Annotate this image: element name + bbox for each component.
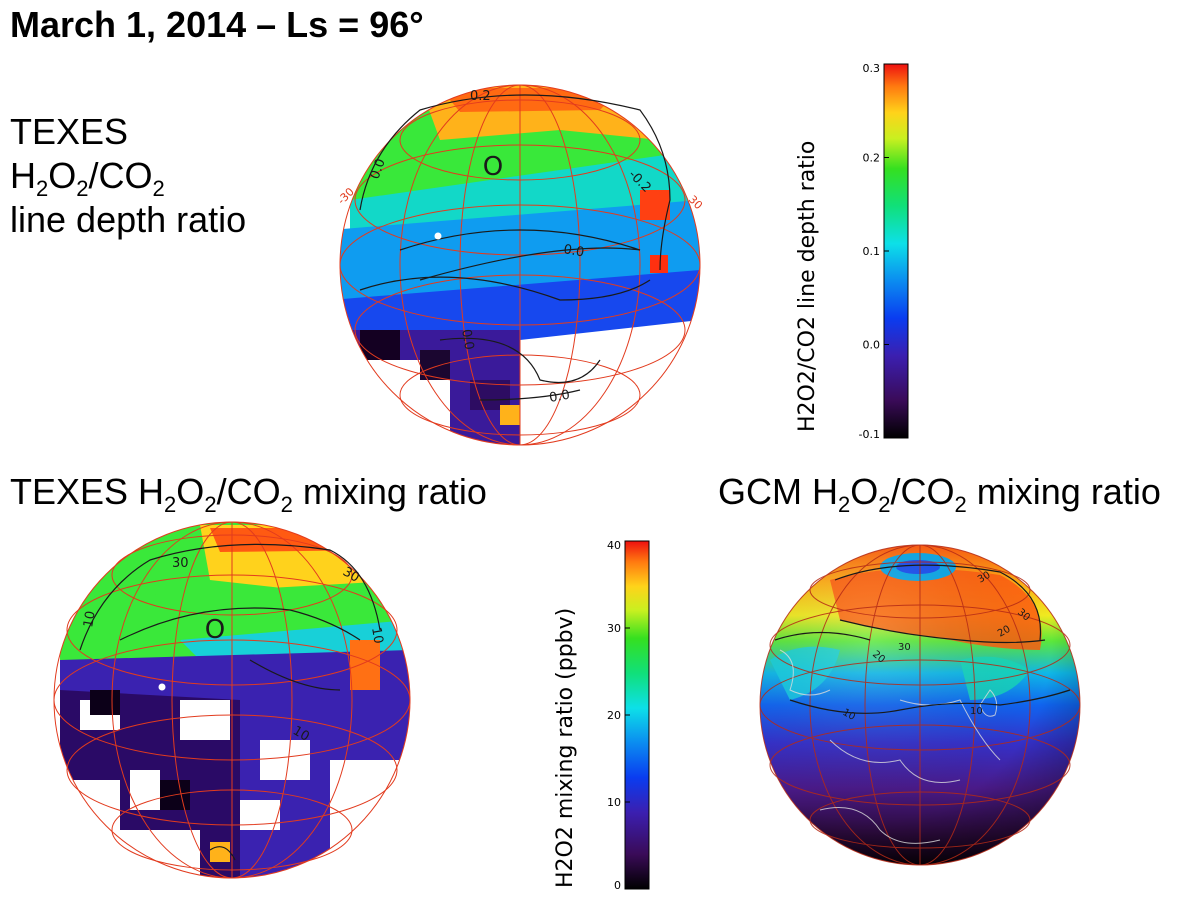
bottom-colorbar-ticks: 40 30 20 10 0 xyxy=(607,539,630,892)
bottom-colorbar-tick-label: 40 xyxy=(607,539,621,552)
top-globe: O 0.2 0.0 -0.2 0.0 0.0 0.0 -30 30 xyxy=(335,84,705,446)
bottom-colorbar-tick-label: 10 xyxy=(607,796,621,809)
label-line-depth-ratio: line depth ratio xyxy=(10,199,247,240)
label-line-texes: TEXES xyxy=(10,111,129,152)
bl-white-dot xyxy=(158,683,166,691)
bl-contour-label: 10 xyxy=(290,723,312,744)
top-globe-pixels xyxy=(340,85,700,445)
bl-contour-label: 30 xyxy=(340,564,362,585)
br-globe-grid xyxy=(759,544,1081,866)
top-contour-label: 0.0 xyxy=(562,242,585,260)
bottom-right-globe: 30 30 20 30 20 10 10 xyxy=(759,544,1081,866)
bl-contour-label: 10 xyxy=(368,626,386,645)
top-contour-label: 0.0 xyxy=(368,157,389,182)
br-contour-label: 30 xyxy=(898,642,911,653)
top-globe-grid xyxy=(339,84,701,446)
bottom-right-label: GCM H2O2/CO2 mixing ratio xyxy=(718,471,1161,517)
top-marker-label: O xyxy=(483,152,503,182)
bl-marker-label: O xyxy=(205,615,225,645)
bl-globe-contours xyxy=(79,543,381,861)
top-white-dot xyxy=(434,232,442,240)
bottom-left-globe: O 30 30 10 10 10 xyxy=(53,521,411,879)
bottom-colorbar-tick-label: 0 xyxy=(614,879,621,892)
top-colorbar-tick-label: 0.1 xyxy=(863,245,881,258)
top-colorbar-tick-label: 0.2 xyxy=(863,152,881,165)
top-colorbar-tick-label: -0.1 xyxy=(859,428,880,441)
br-globe-topography xyxy=(779,649,1001,844)
br-contour-label: 10 xyxy=(970,706,983,717)
bl-contour-label: 10 xyxy=(81,610,99,629)
bottom-colorbar: 40 30 20 10 0 xyxy=(607,539,650,892)
bottom-colorbar-tick-label: 20 xyxy=(607,709,621,722)
top-left-label: TEXES H2O2/CO2 line depth ratio xyxy=(10,110,246,242)
top-contour-label: 0.0 xyxy=(548,388,571,406)
page-title: March 1, 2014 – Ls = 96° xyxy=(10,4,424,45)
bl-contour-label: 30 xyxy=(172,556,189,571)
bl-contour-labels: 30 30 10 10 10 xyxy=(81,556,386,745)
top-contour-label: 0.2 xyxy=(470,89,491,104)
top-contour-label: 0.0 xyxy=(458,328,476,351)
label-line-formula: H2O2/CO2 xyxy=(10,155,165,201)
top-colorbar-tick-label: 0.3 xyxy=(863,62,881,75)
bottom-colorbar-tick-label: 30 xyxy=(607,622,621,635)
top-colorbar-ticks: 0.3 0.2 0.1 0.0 -0.1 xyxy=(859,62,889,441)
bl-globe-grid xyxy=(53,521,411,879)
br-globe-contours xyxy=(774,564,1071,714)
bottom-left-label: TEXES H2O2/CO2 mixing ratio xyxy=(10,471,487,517)
top-colorbar-tick-label: 0.0 xyxy=(863,339,881,352)
top-colorbar-label: H2O2/CO2 line depth ratio xyxy=(795,140,820,432)
bottom-colorbar-label: H2O2 mixing ratio (ppbv) xyxy=(553,607,578,888)
top-colorbar: 0.3 0.2 0.1 0.0 -0.1 xyxy=(859,62,909,441)
top-globe-contours xyxy=(359,94,671,401)
